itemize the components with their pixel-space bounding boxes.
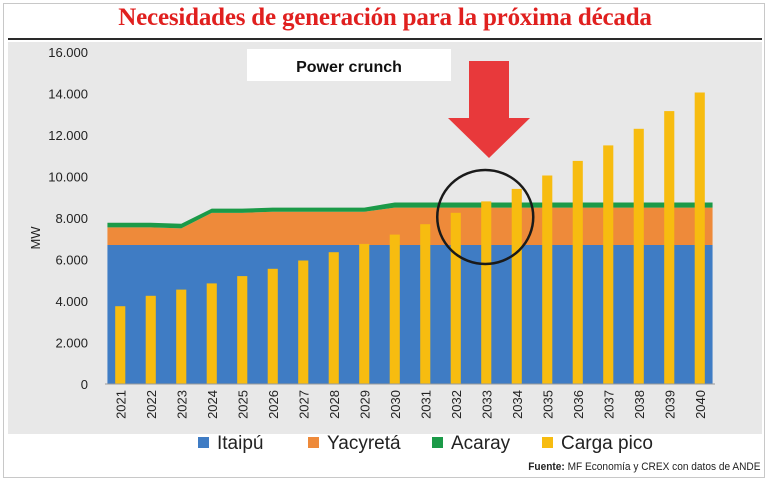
x-tick-label: 2033 [479, 390, 494, 419]
y-tick-label: 12.000 [48, 128, 88, 143]
bar-carga-pico-2037 [603, 145, 614, 384]
source-label: Fuente: [527, 461, 565, 473]
y-tick-label: 6.000 [55, 253, 88, 268]
bar-carga-pico-2039 [664, 111, 675, 384]
annotation-arrow-icon [448, 61, 530, 158]
bar-carga-pico-2035 [542, 175, 553, 384]
x-tick-label: 2022 [144, 390, 159, 419]
x-tick-label: 2036 [571, 390, 586, 419]
bar-carga-pico-2038 [633, 128, 644, 384]
annotation-power-crunch: Power crunch [296, 59, 402, 76]
x-tick-label: 2039 [662, 390, 677, 419]
legend-label: Carga pico [561, 433, 653, 454]
x-tick-label: 2027 [296, 390, 311, 419]
legend-swatch [308, 437, 319, 448]
bar-carga-pico-2032 [450, 212, 461, 384]
x-tick-label: 2023 [174, 390, 189, 419]
bar-carga-pico-2034 [511, 188, 522, 384]
bar-carga-pico-2030 [389, 234, 400, 384]
legend-label: Yacyretá [327, 433, 401, 454]
bar-carga-pico-2029 [359, 243, 370, 384]
bar-carga-pico-2036 [572, 160, 583, 384]
area-acaray [107, 202, 713, 229]
figure-frame [3, 3, 765, 478]
y-tick-label: 4.000 [55, 294, 88, 309]
bar-carga-pico-2033 [481, 201, 492, 384]
legend-swatch [432, 437, 443, 448]
area-yacyreta [107, 207, 713, 245]
x-tick-label: 2029 [357, 390, 372, 419]
x-tick-label: 2037 [601, 390, 616, 419]
x-tick-label: 2024 [205, 390, 220, 419]
y-tick-label: 10.000 [48, 170, 88, 185]
x-tick-label: 2025 [235, 390, 250, 419]
y-axis-label: MW [28, 226, 43, 250]
bar-carga-pico-2022 [145, 295, 156, 384]
page-title: Necesidades de generación para la próxim… [118, 4, 652, 31]
y-tick-label: 16.000 [48, 45, 88, 60]
title-divider [8, 38, 762, 40]
bar-carga-pico-2025 [237, 276, 248, 384]
legend-swatch [198, 437, 209, 448]
x-tick-label: 2035 [540, 390, 555, 419]
bar-carga-pico-2028 [328, 252, 339, 384]
x-tick-label: 2032 [449, 390, 464, 419]
x-tick-label: 2028 [327, 390, 342, 419]
source-text: MF Economía y CREX con datos de ANDE [567, 461, 760, 473]
bar-carga-pico-2027 [298, 260, 309, 384]
bar-carga-pico-2040 [694, 92, 705, 384]
y-tick-label: 14.000 [48, 87, 88, 102]
x-tick-label: 2038 [632, 390, 647, 419]
source-note: Fuente: MF Economía y CREX con datos de … [528, 461, 760, 473]
x-tick-label: 2021 [113, 390, 128, 419]
legend-label: Itaipú [217, 433, 263, 454]
y-tick-label: 2.000 [55, 336, 88, 351]
bar-carga-pico-2023 [176, 289, 187, 384]
y-tick-label: 8.000 [55, 211, 88, 226]
bar-carga-pico-2021 [115, 306, 126, 384]
x-tick-label: 2026 [266, 390, 281, 419]
area-itaipu [107, 244, 713, 384]
x-tick-label: 2031 [418, 390, 433, 419]
x-tick-label: 2040 [693, 390, 708, 419]
annotation-label-box [247, 49, 451, 81]
y-tick-label: 0 [81, 377, 88, 392]
x-tick-label: 2034 [510, 390, 525, 419]
legend-swatch [542, 437, 553, 448]
bar-carga-pico-2031 [420, 224, 431, 384]
legend-label: Acaray [451, 433, 511, 454]
annotation-highlight-circle [436, 168, 535, 266]
bar-carga-pico-2024 [206, 283, 217, 384]
bar-carga-pico-2026 [267, 268, 278, 384]
x-tick-label: 2030 [388, 390, 403, 419]
